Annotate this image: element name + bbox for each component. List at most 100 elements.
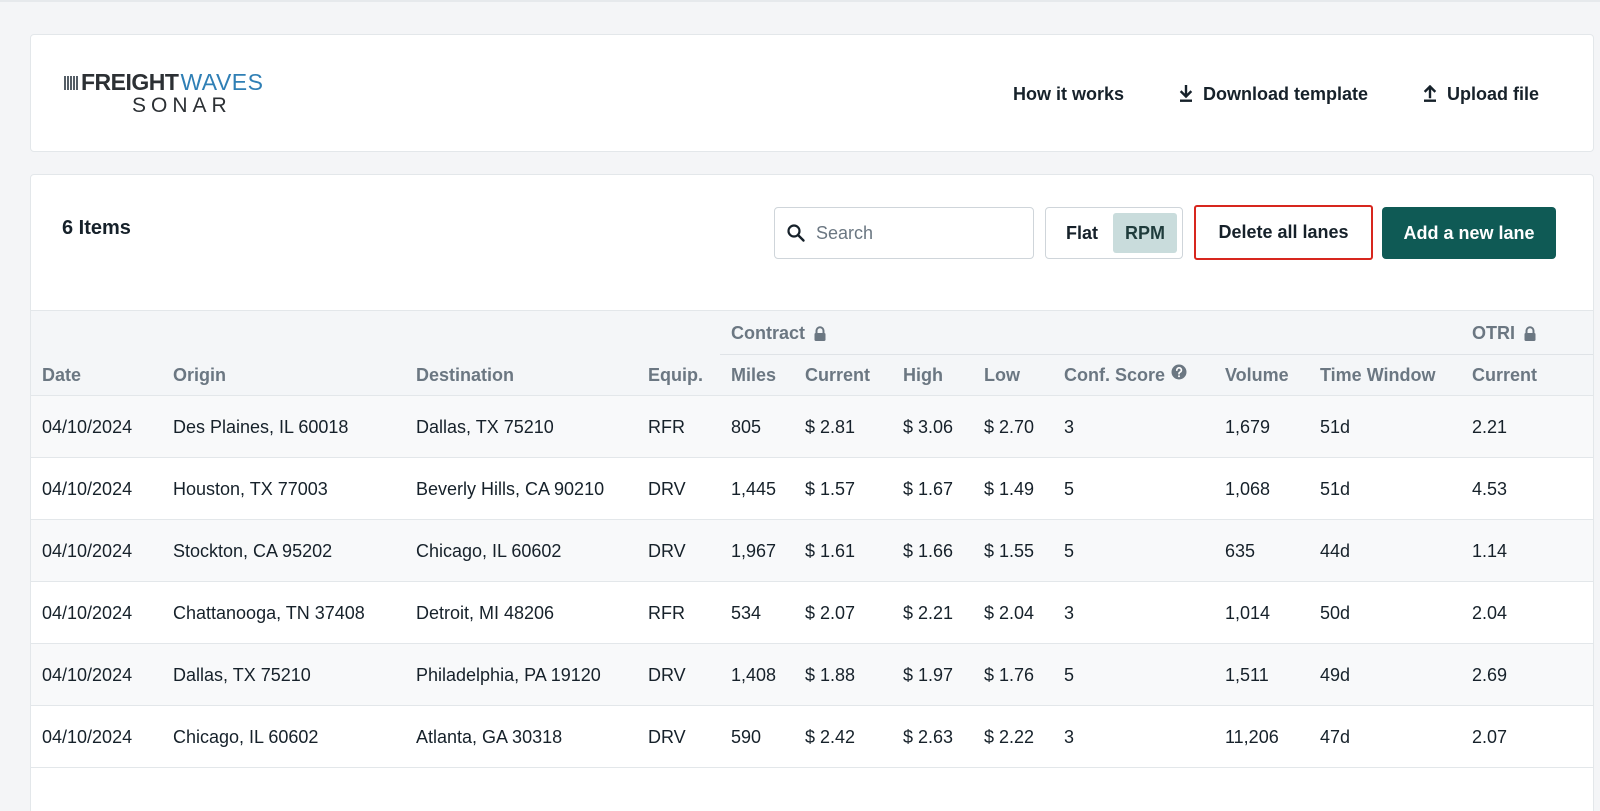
- table-row[interactable]: 04/10/2024 Stockton, CA 95202 Chicago, IL …: [31, 520, 1593, 582]
- cell-low: $ 2.04: [984, 603, 1035, 623]
- cell-high: $ 1.66: [903, 541, 954, 561]
- col-header-equipment[interactable]: Equip.: [648, 365, 703, 385]
- cell-destination: Chicago, IL 60602: [416, 541, 562, 561]
- add-new-lane-button[interactable]: Add a new lane: [1382, 207, 1556, 259]
- cell-volume: 1,511: [1225, 665, 1269, 685]
- cell-conf-score: 5: [1064, 479, 1075, 499]
- cell-volume: 635: [1225, 541, 1256, 561]
- how-it-works-label: How it works: [1012, 83, 1124, 104]
- rpm-option[interactable]: RPM: [1113, 213, 1177, 253]
- cell-otri-current: 2.69: [1472, 665, 1508, 685]
- cell-date: 04/10/2024: [42, 541, 133, 561]
- cell-miles: 534: [731, 603, 762, 623]
- col-header-otri-current[interactable]: Current: [1472, 365, 1538, 385]
- logo-bars-icon: [64, 74, 78, 90]
- lanes-table: Contract OTRI Date Origin Destination Eq…: [31, 310, 1593, 768]
- freightwaves-sonar-logo[interactable]: FREIGHT WAVES SONAR: [64, 68, 334, 121]
- table-row[interactable]: 04/10/2024 Chicago, IL 60602 Atlanta, GA 3…: [31, 706, 1593, 768]
- help-icon[interactable]: [1171, 364, 1187, 380]
- cell-date: 04/10/2024: [42, 727, 133, 747]
- cell-origin: Chattanooga, TN 37408: [173, 603, 365, 623]
- cell-volume: 1,014: [1225, 603, 1271, 623]
- cell-origin: Houston, TX 77003: [173, 479, 328, 499]
- cell-time-window: 44d: [1320, 541, 1351, 561]
- cell-equipment: DRV: [648, 541, 686, 561]
- contract-group-header: Contract: [731, 323, 827, 344]
- cell-high: $ 2.63: [903, 727, 954, 747]
- table-row[interactable]: 04/10/2024 Des Plaines, IL 60018 Dallas, T…: [31, 396, 1593, 458]
- cell-conf-score: 5: [1064, 541, 1075, 561]
- col-header-origin[interactable]: Origin: [173, 365, 226, 385]
- table-row[interactable]: 04/10/2024 Dallas, TX 75210 Philadelphia, …: [31, 644, 1593, 706]
- table-row[interactable]: 04/10/2024 Chattanooga, TN 37408 Detroit, …: [31, 582, 1593, 644]
- cell-equipment: RFR: [648, 603, 685, 623]
- header-card: FREIGHT WAVES SONAR How it works Downloa…: [30, 34, 1594, 152]
- cell-miles: 1,408: [731, 665, 777, 685]
- col-header-miles[interactable]: Miles: [731, 365, 777, 385]
- lock-icon: [814, 325, 826, 341]
- upload-icon: [1423, 85, 1437, 102]
- cell-destination: Atlanta, GA 30318: [416, 727, 563, 747]
- flat-option[interactable]: Flat: [1065, 222, 1098, 243]
- cell-contract-current: $ 2.07: [805, 603, 856, 623]
- how-it-works-link[interactable]: How it works: [1013, 84, 1124, 105]
- col-header-low[interactable]: Low: [984, 365, 1020, 385]
- cell-contract-current: $ 1.88: [805, 665, 856, 685]
- cell-time-window: 49d: [1320, 665, 1351, 685]
- col-header-date[interactable]: Date: [42, 365, 82, 385]
- table-row[interactable]: 04/10/2024 Houston, TX 77003 Beverly Hills…: [31, 458, 1593, 520]
- lock-icon: [1524, 325, 1536, 341]
- cell-conf-score: 5: [1064, 665, 1075, 685]
- cell-date: 04/10/2024: [42, 417, 133, 437]
- cell-high: $ 1.97: [903, 665, 954, 685]
- cell-otri-current: 2.21: [1472, 417, 1508, 437]
- col-header-contract-current[interactable]: Current: [805, 365, 871, 385]
- flat-rpm-toggle: Flat RPM: [1045, 207, 1183, 259]
- top-divider: [0, 0, 1600, 2]
- cell-origin: Stockton, CA 95202: [173, 541, 333, 561]
- col-header-destination[interactable]: Destination: [416, 365, 515, 385]
- col-header-volume[interactable]: Volume: [1225, 365, 1289, 385]
- cell-contract-current: $ 1.57: [805, 479, 856, 499]
- col-header-conf-score[interactable]: Conf. Score: [1064, 364, 1187, 386]
- cell-equipment: DRV: [648, 479, 686, 499]
- cell-low: $ 2.70: [984, 417, 1035, 437]
- download-icon: [1179, 85, 1193, 102]
- cell-otri-current: 4.53: [1472, 479, 1508, 499]
- col-header-high[interactable]: High: [903, 365, 943, 385]
- cell-origin: Dallas, TX 75210: [173, 665, 311, 685]
- cell-volume: 11,206: [1225, 727, 1279, 747]
- cell-time-window: 50d: [1320, 603, 1351, 623]
- conf-score-label: Conf. Score: [1064, 365, 1166, 385]
- cell-destination: Beverly Hills, CA 90210: [416, 479, 605, 499]
- group-divider: [720, 354, 1593, 355]
- download-template-button[interactable]: Download template: [1178, 84, 1368, 105]
- table-header: Contract OTRI Date Origin Destination Eq…: [31, 310, 1593, 396]
- cell-otri-current: 2.07: [1472, 727, 1508, 747]
- delete-all-lanes-button[interactable]: Delete all lanes: [1194, 205, 1373, 260]
- col-header-time-window[interactable]: Time Window: [1320, 365, 1436, 385]
- cell-high: $ 2.21: [903, 603, 954, 623]
- upload-file-button[interactable]: Upload file: [1422, 84, 1539, 105]
- lanes-card: 6 Items Flat RPM Delete all lanes Add a …: [30, 174, 1594, 811]
- cell-low: $ 1.55: [984, 541, 1035, 561]
- logo-brand-light: WAVES: [180, 68, 264, 95]
- cell-miles: 1,445: [731, 479, 777, 499]
- otri-group-header: OTRI: [1472, 323, 1537, 344]
- search-input[interactable]: [816, 222, 1016, 244]
- cell-destination: Philadelphia, PA 19120: [416, 665, 601, 685]
- upload-file-label: Upload file: [1446, 83, 1539, 104]
- cell-contract-current: $ 2.42: [805, 727, 856, 747]
- contract-group-label: Contract: [731, 323, 806, 343]
- cell-origin: Des Plaines, IL 60018: [173, 417, 349, 437]
- cell-low: $ 2.22: [984, 727, 1035, 747]
- cell-destination: Detroit, MI 48206: [416, 603, 555, 623]
- cell-date: 04/10/2024: [42, 665, 133, 685]
- cell-high: $ 3.06: [903, 417, 954, 437]
- logo-product-name: SONAR: [132, 94, 232, 117]
- search-box[interactable]: [774, 207, 1034, 259]
- cell-low: $ 1.49: [984, 479, 1035, 499]
- cell-conf-score: 3: [1064, 603, 1075, 623]
- cell-equipment: DRV: [648, 665, 686, 685]
- cell-conf-score: 3: [1064, 727, 1075, 747]
